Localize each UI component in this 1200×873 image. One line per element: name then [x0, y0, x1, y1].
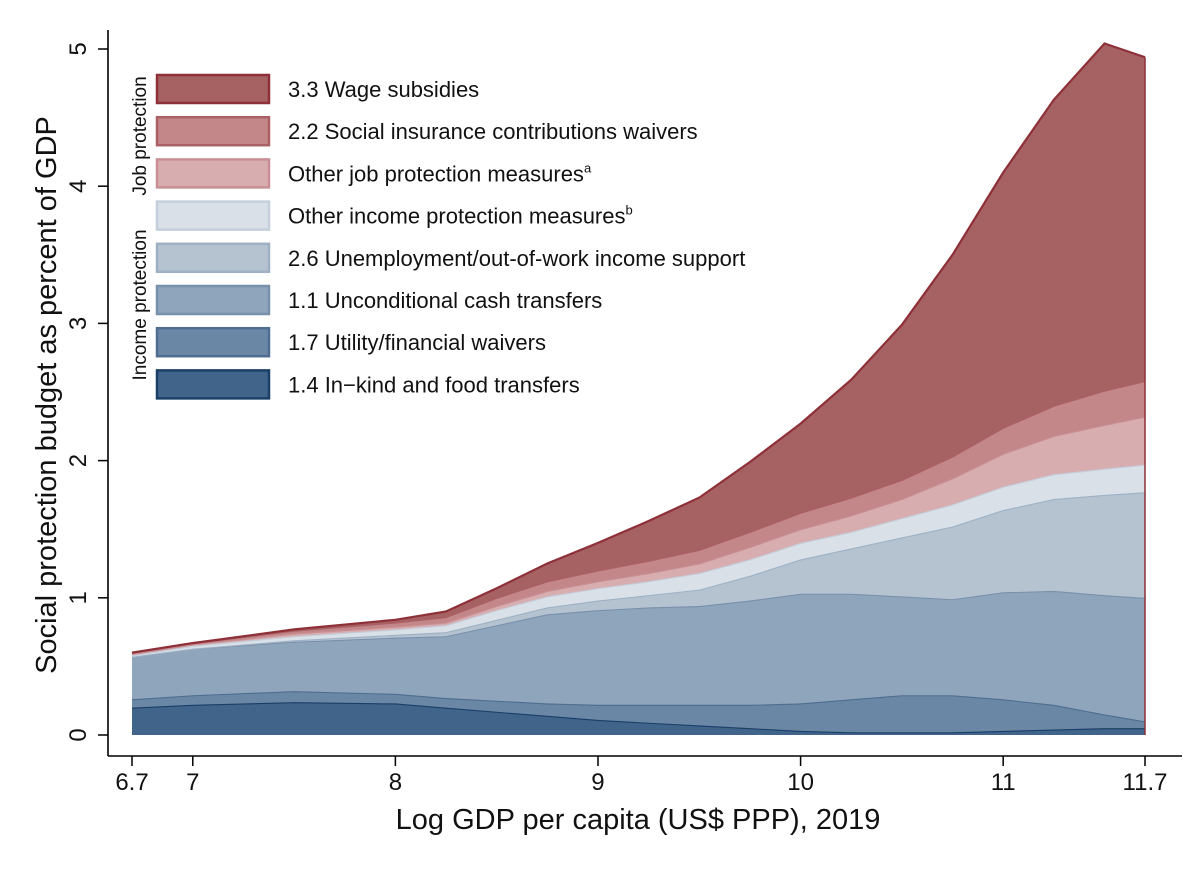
y-tick-label: 2 [65, 454, 92, 467]
y-axis-title: Social protection budget as percent of G… [31, 116, 63, 674]
legend-label: Other income protection measuresb [288, 203, 633, 229]
x-tick-label: 11.7 [1123, 769, 1168, 796]
legend-label: 2.6 Unemployment/out-of-work income supp… [288, 246, 745, 271]
area-series-2 [132, 691, 1145, 733]
y-tick-label: 3 [65, 317, 92, 330]
axes: 0 1 2 3 4 5 6.7 7 8 9 10 11 11.7 [65, 30, 1182, 796]
area-series-5 [132, 464, 1145, 657]
y-tick-label: 0 [65, 728, 92, 741]
y-tick-label: 4 [65, 180, 92, 193]
area-series-8 [132, 43, 1145, 653]
legend-swatch [155, 73, 271, 105]
area-layers [131, 42, 1146, 735]
legend-swatch [155, 200, 271, 231]
legend-swatch [155, 284, 271, 316]
x-tick-label: 6.7 [115, 769, 148, 796]
legend-swatch [155, 369, 271, 400]
area-series-1 [132, 702, 1145, 735]
x-tick-label: 8 [389, 769, 402, 796]
legend-label: 1.1 Unconditional cash transfers [288, 288, 602, 313]
legend-swatch [155, 115, 271, 147]
legend-label: 1.4 In−kind and food transfers [288, 372, 580, 397]
legend-label: Other job protection measuresa [288, 160, 592, 186]
legend-swatch [155, 158, 271, 189]
legend: 3.3 Wage subsidies 2.2 Social insurance c… [130, 73, 745, 400]
area-series-3 [132, 590, 1145, 722]
y-tick-label: 5 [65, 42, 92, 55]
x-axis-title: Log GDP per capita (US$ PPP), 2019 [396, 804, 881, 836]
legend-group-label-job: Job protection [130, 76, 151, 195]
legend-label: 2.2 Social insurance contributions waive… [288, 119, 698, 144]
x-tick-label: 7 [186, 769, 199, 796]
x-tick-label: 9 [591, 769, 604, 796]
legend-label: 3.3 Wage subsidies [288, 77, 479, 102]
legend-superscript: a [584, 160, 592, 175]
area-series-4 [132, 492, 1145, 657]
legend-superscript: b [626, 203, 633, 218]
legend-swatch [155, 242, 271, 274]
x-tick-label: 10 [787, 769, 814, 796]
legend-label: 1.7 Utility/financial waivers [288, 330, 546, 355]
y-tick-label: 1 [65, 591, 92, 604]
area-series-8-edge [131, 42, 1146, 654]
legend-swatch [155, 326, 271, 358]
x-tick-label: 11 [991, 769, 1016, 796]
legend-group-label-income: Income protection [130, 229, 151, 380]
